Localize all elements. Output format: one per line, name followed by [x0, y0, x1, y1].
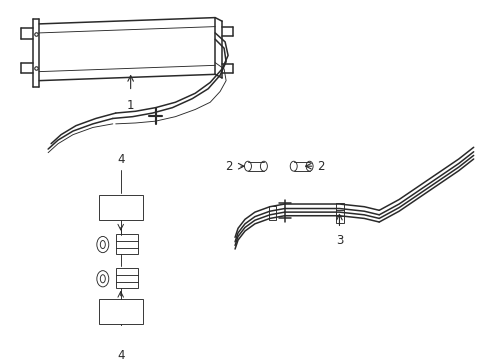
Text: 1: 1 [127, 99, 134, 112]
Ellipse shape [100, 240, 105, 249]
Ellipse shape [305, 161, 312, 171]
Text: 2: 2 [225, 160, 233, 173]
Text: 4: 4 [117, 349, 124, 360]
Ellipse shape [100, 275, 105, 283]
Ellipse shape [290, 161, 297, 171]
Text: 4: 4 [117, 153, 124, 166]
Bar [336, 203, 344, 223]
Bar [116, 234, 137, 253]
Bar [116, 268, 137, 288]
Bar [268, 206, 275, 220]
Ellipse shape [260, 161, 267, 171]
Bar [99, 195, 142, 220]
Ellipse shape [244, 161, 251, 171]
Ellipse shape [97, 237, 108, 253]
Ellipse shape [97, 271, 108, 287]
Text: 2: 2 [317, 160, 325, 173]
Bar [99, 298, 142, 324]
Text: 3: 3 [335, 234, 343, 247]
